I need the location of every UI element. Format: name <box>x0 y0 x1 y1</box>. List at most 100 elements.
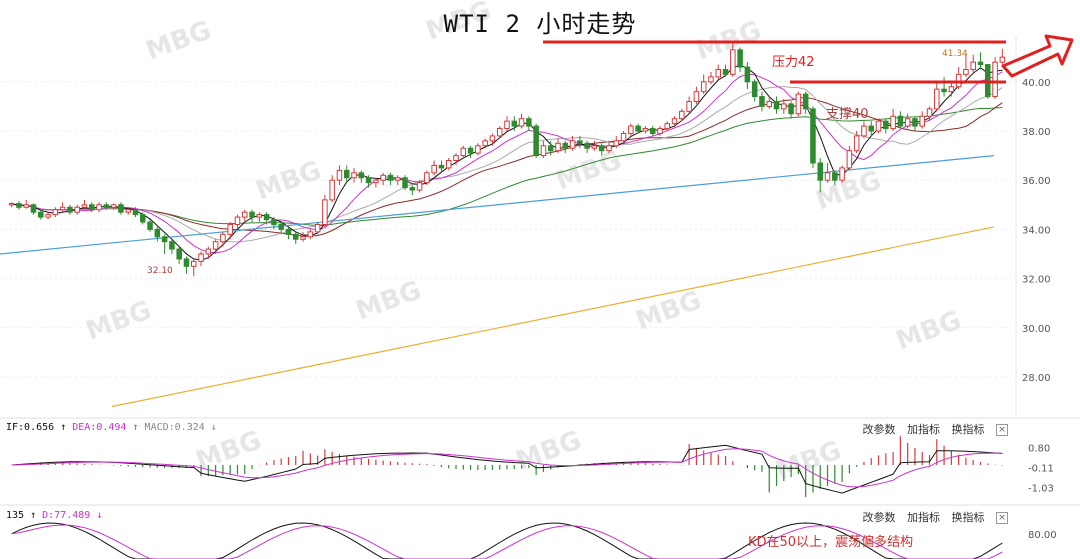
candle-body <box>125 209 131 213</box>
candle-body <box>562 142 569 149</box>
candle-body <box>45 214 51 218</box>
candle-body <box>606 145 612 152</box>
candle-body <box>89 204 95 211</box>
ma10-line <box>11 71 1003 254</box>
candle-body <box>730 49 736 75</box>
candle-body <box>271 219 277 225</box>
kd-k-line <box>11 522 1003 559</box>
candle-body <box>620 132 627 142</box>
watermark-text: MBG <box>252 155 325 206</box>
price-levels <box>543 40 1006 84</box>
candle-body <box>300 236 306 240</box>
up-arrow-icon: ↑ <box>132 422 139 433</box>
candle-body <box>948 86 955 93</box>
candle-body <box>176 248 182 260</box>
candle-body <box>700 81 707 93</box>
candle-body <box>890 115 896 130</box>
switch-indicator-button[interactable]: 换指标 <box>951 423 985 436</box>
candle-body <box>161 236 168 243</box>
candle-body <box>322 199 328 225</box>
candle-body <box>671 118 678 125</box>
candle-body <box>773 100 780 110</box>
add-indicator-button[interactable]: 加指标 <box>907 423 940 436</box>
moving-average-lines <box>0 64 1003 408</box>
candle-body <box>802 93 809 110</box>
ma30-line <box>11 96 1003 237</box>
candle-body <box>8 203 15 206</box>
chart-title: WTI 2 小时走势 <box>443 10 637 38</box>
price-y-axis: 28.00 30.00 32.00 34.00 36.00 38.00 40.00 <box>1022 78 1051 384</box>
candle-body <box>256 214 263 218</box>
candle-body <box>74 206 80 213</box>
close-icon[interactable]: × <box>996 424 1008 436</box>
candle-body <box>751 81 758 98</box>
y-tick-label: 36.00 <box>1022 176 1051 187</box>
candle-body <box>482 140 488 147</box>
candle-body <box>591 145 598 149</box>
candle-body <box>904 118 911 127</box>
resistance-label: 压力42 <box>772 55 815 70</box>
candle-body <box>431 164 437 174</box>
price-grid <box>0 36 1080 506</box>
y-tick-label: 40.00 <box>1022 78 1051 89</box>
candle-body <box>154 228 161 238</box>
watermark-text: MBG <box>812 165 885 216</box>
candle-body <box>759 96 765 107</box>
candle-body <box>824 172 831 181</box>
candle-body <box>67 206 73 213</box>
candle-body <box>343 169 350 179</box>
ma5-line <box>11 64 1003 261</box>
candle-body <box>460 147 467 157</box>
candle-body <box>409 187 416 191</box>
candle-body <box>693 91 700 102</box>
candle-body <box>475 145 481 154</box>
kd-header: 135 ↑ D:77.489 ↓ <box>6 510 102 521</box>
watermark-text: MBG <box>892 305 965 356</box>
candle-body <box>16 203 22 208</box>
breakout-arrow-icon <box>1001 34 1074 78</box>
candle-body <box>649 128 656 134</box>
candle-body <box>839 167 845 181</box>
add-indicator-button[interactable]: 加指标 <box>907 511 940 524</box>
candle-body <box>489 135 496 142</box>
candle-body <box>227 223 233 235</box>
watermark-text: MBG <box>352 275 425 326</box>
candle-body <box>861 125 867 137</box>
candle-body <box>263 214 270 221</box>
candle-body <box>518 118 525 127</box>
candle-body <box>999 56 1006 63</box>
candle-body <box>781 103 787 110</box>
candlestick-series <box>8 42 1006 277</box>
candle-body <box>540 145 547 157</box>
modify-params-button[interactable]: 改参数 <box>862 423 896 436</box>
candle-body <box>205 248 212 255</box>
candle-body <box>191 260 197 267</box>
candle-body <box>846 150 853 169</box>
candle-body <box>212 241 219 250</box>
candle-body <box>147 221 153 230</box>
y-tick-label: 28.00 <box>1022 373 1051 384</box>
candle-body <box>336 169 343 181</box>
candle-body <box>919 115 925 127</box>
candle-body <box>941 88 947 93</box>
close-icon[interactable]: × <box>996 512 1008 524</box>
switch-indicator-button[interactable]: 换指标 <box>951 511 985 524</box>
candle-body <box>38 211 44 218</box>
kd-panel: 80.00 KD在50以上，震荡偏多结构 <box>11 522 1057 559</box>
up-arrow-icon: ↑ <box>30 510 37 521</box>
candle-body <box>329 179 335 201</box>
candle-body <box>875 120 882 132</box>
candle-body <box>613 140 620 147</box>
macd-y-tick: -0.11 <box>1028 463 1054 474</box>
candle-body <box>853 135 860 152</box>
candle-body <box>992 61 998 98</box>
support-label: 支撑40 <box>826 107 869 122</box>
candle-body <box>132 209 139 216</box>
candle-body <box>977 61 984 66</box>
modify-params-button[interactable]: 改参数 <box>862 511 896 524</box>
candle-body <box>642 128 649 132</box>
candle-body <box>278 223 284 230</box>
macd-dif-label: IF:0.656 <box>6 422 55 433</box>
candle-body <box>402 177 408 189</box>
macd-panel-buttons: 改参数 加指标 换指标 × <box>855 421 1008 437</box>
